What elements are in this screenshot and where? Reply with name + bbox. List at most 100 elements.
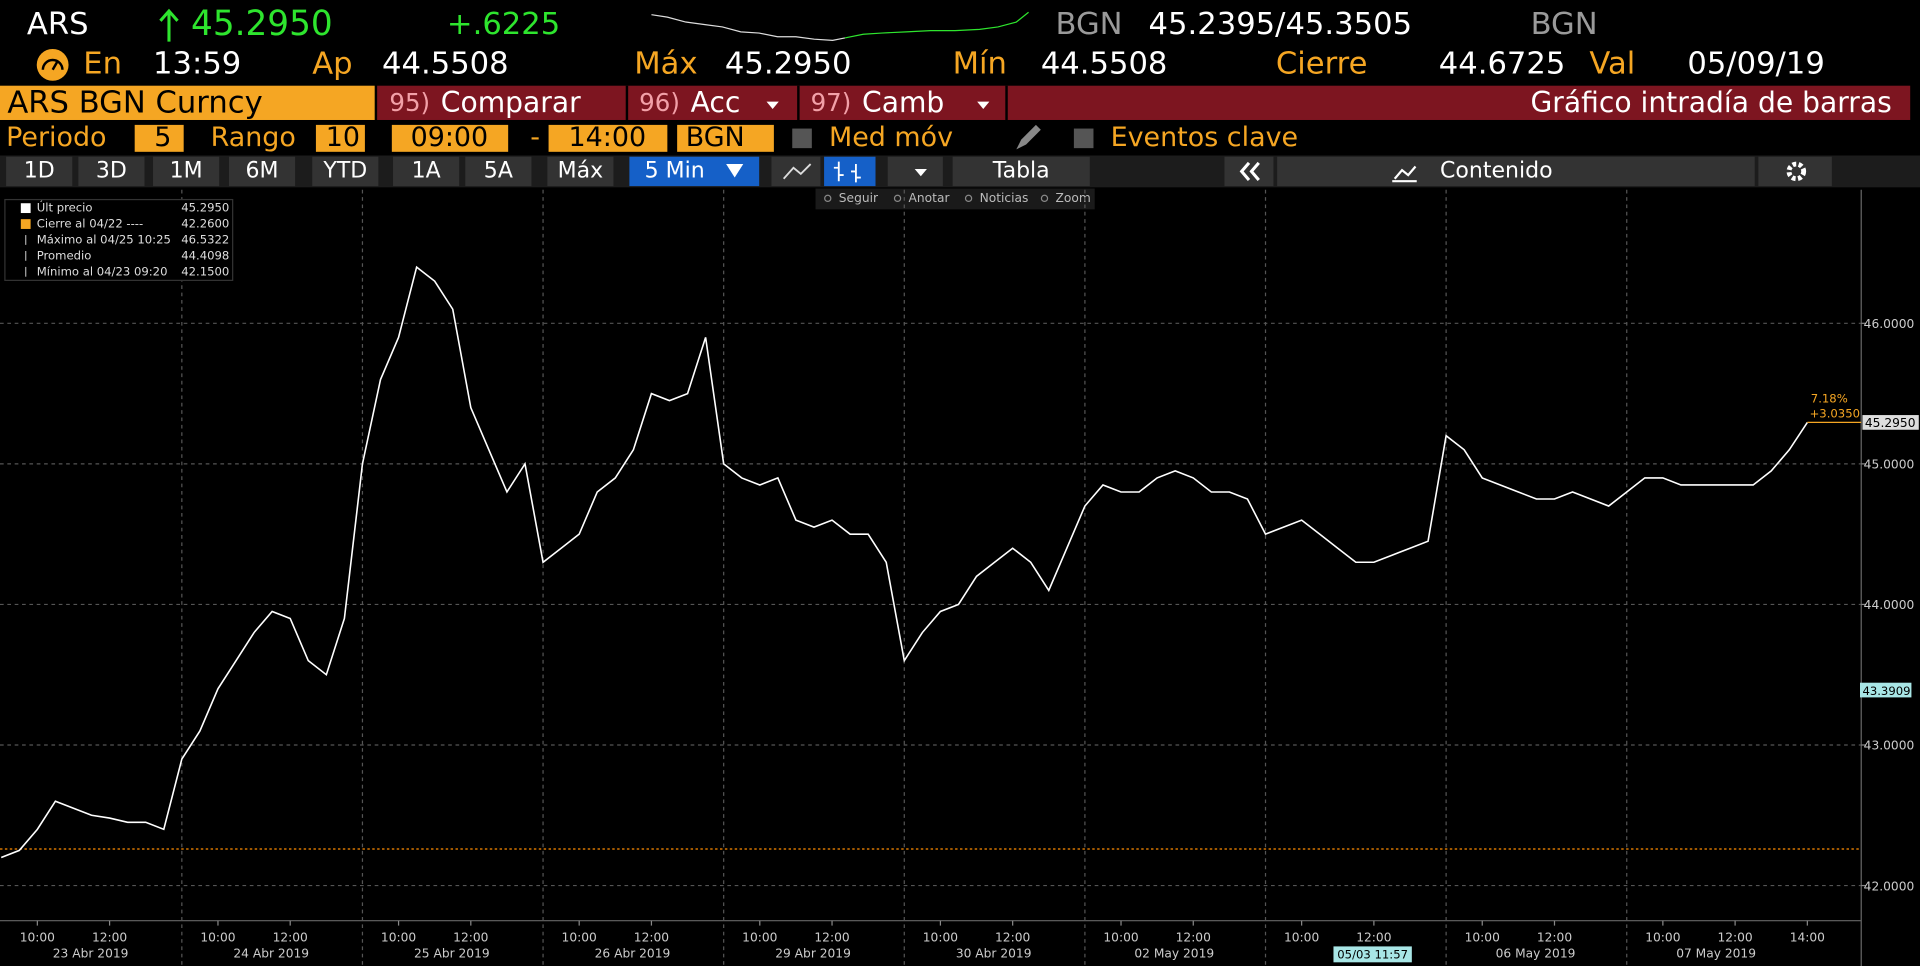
x-tick-label: 10:00: [20, 930, 55, 944]
day-label: 23 Abr 2019: [53, 946, 129, 960]
more-btn[interactable]: [887, 156, 943, 187]
bar-chart-btn[interactable]: [824, 156, 876, 187]
x-tick-label: 10:00: [381, 930, 416, 944]
dropdown-arrow[interactable]: [766, 101, 779, 109]
legend-value: 42.2600: [181, 217, 229, 231]
day-label: 26 Abr 2019: [595, 946, 671, 960]
gear-icon[interactable]: [1786, 161, 1807, 182]
range-label[interactable]: YTD: [322, 158, 367, 183]
line-icon[interactable]: [782, 163, 812, 180]
range-btn[interactable]: [465, 156, 532, 187]
range-label: Rango: [211, 122, 296, 153]
range[interactable]: 10: [326, 122, 360, 153]
collapse-icon[interactable]: [1239, 161, 1260, 181]
period[interactable]: 5: [154, 122, 171, 153]
dropdown-arrow[interactable]: [726, 164, 744, 178]
x-tick-label: 12:00: [1176, 930, 1211, 944]
y-tick-label: 44.0000: [1864, 598, 1915, 612]
range-btn[interactable]: [312, 156, 379, 187]
high: 45.2950: [725, 46, 852, 81]
tool-label[interactable]: Zoom: [1056, 191, 1091, 205]
range-btn[interactable]: [228, 156, 296, 187]
range-label[interactable]: Máx: [558, 158, 604, 183]
range-sep: -: [530, 122, 540, 153]
security[interactable]: ARS BGN Curncy: [7, 86, 262, 121]
date-label: Val: [1589, 46, 1635, 81]
ask-source: BGN: [1531, 7, 1598, 42]
interval[interactable]: 5 Min: [645, 158, 705, 183]
tab-label[interactable]: Camb: [862, 86, 944, 119]
y-tick-label: 46.0000: [1864, 317, 1915, 331]
status-icon: [36, 48, 69, 81]
settings-btn[interactable]: [1758, 156, 1832, 187]
collapse-btn[interactable]: [1224, 156, 1274, 187]
pencil-icon[interactable]: [1016, 124, 1041, 150]
sparkline: [651, 14, 846, 42]
cursor-time-box: [1333, 946, 1412, 963]
x-tick-label: 14:00: [1790, 930, 1825, 944]
legend-box: [4, 198, 234, 281]
table[interactable]: Tabla: [992, 158, 1050, 183]
tool-icon[interactable]: [1040, 194, 1049, 203]
low: 44.5508: [1041, 46, 1168, 81]
tab-num[interactable]: 95): [389, 88, 430, 117]
range-btn[interactable]: [78, 156, 145, 187]
tool-label[interactable]: Anotar: [909, 191, 951, 205]
end[interactable]: 14:00: [569, 122, 647, 153]
tab-num[interactable]: 97): [811, 88, 852, 117]
bid-source: BGN: [1056, 7, 1123, 42]
range-btn[interactable]: [6, 156, 73, 187]
range-box[interactable]: [315, 124, 365, 152]
day-label: 07 May 2019: [1676, 946, 1756, 960]
bar-icon[interactable]: [833, 161, 861, 183]
dropdown-arrow[interactable]: [977, 101, 990, 109]
tab-label[interactable]: Acc: [691, 86, 741, 119]
x-tick-label: 12:00: [1717, 930, 1752, 944]
status-icon-needle: [41, 58, 64, 71]
range-label[interactable]: 6M: [246, 158, 279, 183]
checkbox[interactable]: [792, 128, 812, 149]
tool-label[interactable]: Seguir: [839, 191, 879, 205]
legend-value: 46.5322: [181, 232, 229, 246]
x-tick-label: 10:00: [742, 930, 777, 944]
line-chart-btn[interactable]: [771, 156, 821, 187]
range-btn[interactable]: [547, 156, 614, 187]
day-label: 25 Abr 2019: [414, 946, 490, 960]
moving-average[interactable]: Med móv: [829, 122, 953, 153]
x-tick-label: 10:00: [1465, 930, 1500, 944]
date: 05/09/19: [1687, 46, 1824, 81]
tool-icon[interactable]: [824, 194, 832, 203]
tab-num[interactable]: 96): [639, 88, 680, 117]
cursor-box: [1860, 682, 1912, 698]
period-box[interactable]: [134, 124, 184, 152]
content-icon[interactable]: [1392, 165, 1417, 183]
checkbox[interactable]: [1073, 128, 1094, 149]
range-label[interactable]: 1M: [170, 158, 203, 183]
range-label[interactable]: 1A: [412, 158, 441, 183]
source-box[interactable]: [677, 124, 774, 152]
content[interactable]: Contenido: [1440, 158, 1553, 183]
open: 44.5508: [382, 46, 509, 81]
sparkline-up: [844, 11, 1029, 39]
range-label[interactable]: 5A: [484, 158, 513, 183]
start[interactable]: 09:00: [411, 122, 489, 153]
cursor-time: 05/03 11:57: [1337, 947, 1408, 961]
start-box[interactable]: [391, 124, 509, 152]
range-btn[interactable]: [153, 156, 220, 187]
table-btn[interactable]: [952, 156, 1090, 187]
end-box[interactable]: [548, 124, 668, 152]
range-btn[interactable]: [393, 156, 460, 187]
key-events[interactable]: Eventos clave: [1111, 122, 1298, 153]
content-btn[interactable]: [1277, 156, 1755, 187]
dropdown-arrow[interactable]: [914, 168, 927, 177]
range-label[interactable]: 1D: [24, 158, 55, 183]
time-label: En: [83, 46, 122, 81]
bid-ask: 45.2395/45.3505: [1149, 7, 1412, 42]
tool-icon[interactable]: [893, 194, 902, 203]
source[interactable]: BGN: [686, 122, 745, 153]
tool-label[interactable]: Noticias: [980, 191, 1029, 205]
range-label[interactable]: 3D: [96, 158, 127, 183]
tab-label[interactable]: Comparar: [441, 86, 581, 119]
security-box[interactable]: [0, 85, 375, 120]
tool-icon[interactable]: [964, 194, 973, 203]
